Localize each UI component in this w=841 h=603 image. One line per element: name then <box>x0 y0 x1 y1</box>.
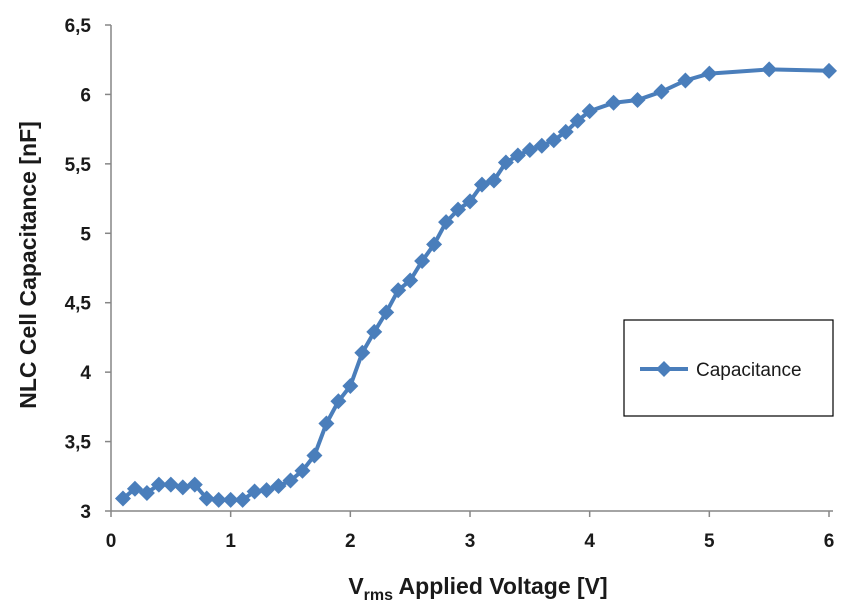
x-tick-label: 0 <box>106 531 117 552</box>
x-tick-label: 2 <box>345 531 356 552</box>
data-point-marker <box>677 72 694 89</box>
data-point-marker <box>258 482 275 499</box>
data-point-marker <box>821 62 837 79</box>
data-point-marker <box>330 393 347 410</box>
data-point-marker <box>114 490 131 507</box>
y-tick-label: 4,5 <box>65 294 92 315</box>
data-point-marker <box>366 323 383 340</box>
data-point-marker <box>234 491 251 508</box>
x-axis-title-subscript: rms <box>364 587 393 603</box>
data-point-marker <box>210 491 227 508</box>
x-tick-label: 5 <box>704 531 715 552</box>
x-axis-title-main: V <box>348 573 364 599</box>
data-point-marker <box>581 103 598 120</box>
y-tick-label: 6,5 <box>65 16 92 37</box>
x-tick-label: 6 <box>824 531 835 552</box>
legend-marker <box>656 361 672 377</box>
data-point-marker <box>306 447 323 464</box>
data-point-marker <box>414 253 431 270</box>
data-point-marker <box>198 490 215 507</box>
x-axis-title-rest: Applied Voltage [V] <box>393 573 608 599</box>
data-point-marker <box>605 94 622 111</box>
data-point-marker <box>533 137 550 154</box>
data-point-marker <box>557 123 574 140</box>
data-point-marker <box>282 472 299 489</box>
data-point-marker <box>150 476 167 493</box>
data-point-marker <box>354 344 371 361</box>
data-point-marker <box>318 415 335 432</box>
y-axis-title: NLC Cell Capacitance [nF] <box>15 121 41 409</box>
data-point-marker <box>426 236 443 253</box>
data-point-marker <box>246 483 263 500</box>
data-point-marker <box>174 479 191 496</box>
y-tick-label: 3 <box>80 502 91 523</box>
y-tick-label: 5 <box>80 224 91 245</box>
x-tick-label: 1 <box>225 531 236 552</box>
data-point-marker <box>342 378 359 395</box>
y-tick-label: 5,5 <box>65 155 92 176</box>
data-point-marker <box>497 154 514 171</box>
data-point-marker <box>402 272 419 289</box>
data-point-marker <box>222 491 239 508</box>
data-point-marker <box>629 91 646 108</box>
series-layer <box>114 61 837 508</box>
data-point-marker <box>545 132 562 149</box>
legend-label: Capacitance <box>696 360 802 381</box>
data-point-marker <box>450 201 467 218</box>
data-point-marker <box>126 480 143 497</box>
data-point-marker <box>653 83 670 100</box>
data-point-marker <box>162 476 179 493</box>
y-tick-label: 3,5 <box>65 433 92 454</box>
data-point-marker <box>509 147 526 164</box>
x-tick-label: 3 <box>465 531 476 552</box>
data-point-marker <box>569 112 586 129</box>
data-point-marker <box>761 61 778 78</box>
axes <box>110 25 833 512</box>
x-tick-label: 4 <box>584 531 595 552</box>
x-ticks: 0 1 2 3 4 5 6 <box>106 511 835 552</box>
data-point-marker <box>473 176 490 193</box>
x-axis-title: Vrms Applied Voltage [V] <box>348 573 607 603</box>
data-point-marker <box>138 484 155 501</box>
y-ticks: 3 3,5 4 4,5 5 5,5 6 6,5 <box>65 16 111 523</box>
data-point-marker <box>378 304 395 321</box>
data-point-marker <box>270 478 287 495</box>
y-tick-label: 6 <box>80 85 91 106</box>
data-point-marker <box>294 462 311 479</box>
data-point-marker <box>390 282 407 299</box>
y-tick-label: 4 <box>80 363 91 384</box>
series-line <box>121 67 830 502</box>
data-point-marker <box>438 214 455 231</box>
data-point-marker <box>186 476 203 493</box>
data-point-marker <box>521 141 538 158</box>
data-point-marker <box>462 193 478 210</box>
data-point-marker <box>485 172 502 189</box>
data-point-marker <box>701 65 718 82</box>
legend: Capacitance <box>623 319 834 417</box>
